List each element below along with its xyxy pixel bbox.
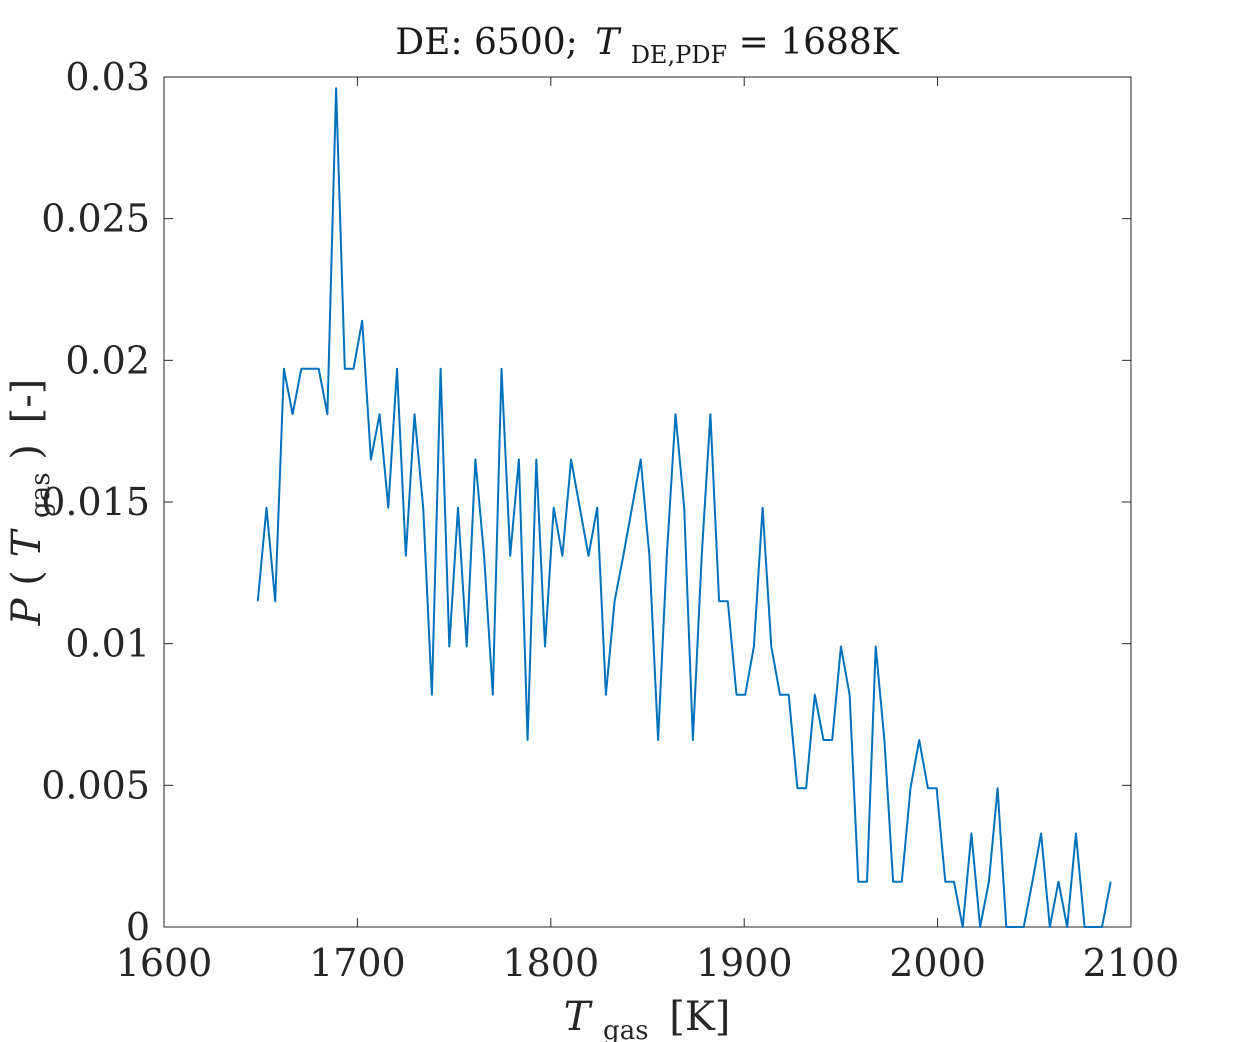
chart-title: DE: 6500; T DE,PDF = 1688K (395, 22, 900, 72)
y-tick-label-6: 0.03 (65, 55, 150, 99)
x-axis-label-subscript: gas (603, 1016, 649, 1042)
x-axis-label-variable: T (564, 994, 594, 1040)
x-axis-ticks: 1600 1700 1800 1900 2000 2100 (116, 77, 1180, 985)
y-tick-label-3: 0.015 (41, 480, 150, 524)
y-axis-label-close-paren: ) (4, 444, 50, 460)
x-tick-label-1: 1700 (309, 941, 406, 985)
x-tick-label-3: 1900 (696, 941, 793, 985)
y-axis-label-variable: P (4, 597, 50, 626)
title-prefix: DE: 6500; (395, 22, 577, 63)
y-axis-label-inner-variable: T (4, 527, 50, 557)
title-variable: T (595, 22, 622, 63)
title-subscript: DE,PDF (631, 41, 727, 69)
x-tick-label-4: 2000 (889, 941, 986, 985)
x-tick-label-5: 2100 (1083, 941, 1180, 985)
y-tick-label-4: 0.02 (65, 338, 150, 382)
y-axis-label-open-paren: ( (4, 570, 50, 586)
y-axis-label-unit: [-] (4, 379, 50, 424)
y-tick-label-0: 0 (126, 905, 150, 949)
y-axis-ticks: 0 0.005 0.01 0.015 0.02 0.025 0.03 (41, 55, 1131, 949)
y-tick-label-2: 0.01 (65, 622, 150, 666)
plot-area (163, 76, 1132, 928)
x-tick-label-0: 1600 (116, 941, 213, 985)
series-line (256, 87, 1112, 928)
x-axis-label: T gas [K] (564, 994, 731, 1042)
y-axis-label: P ( T gas ) [-] (4, 379, 59, 627)
y-axis-label-subscript: gas (26, 472, 56, 518)
title-suffix: = 1688K (739, 22, 900, 63)
x-axis-label-unit: [K] (669, 994, 730, 1040)
y-tick-label-1: 0.005 (41, 763, 150, 807)
y-tick-label-5: 0.025 (41, 197, 150, 241)
x-tick-label-2: 1800 (502, 941, 599, 985)
